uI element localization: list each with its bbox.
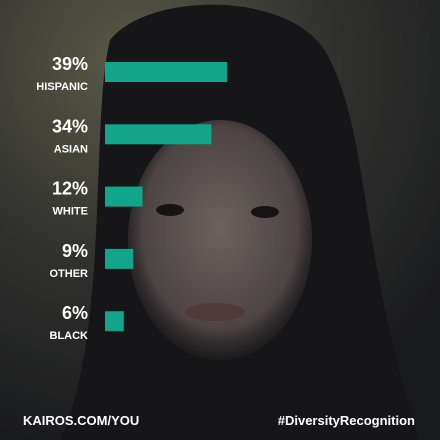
- bar: [105, 124, 212, 145]
- category-label: ASIAN: [54, 143, 88, 155]
- eye: [156, 204, 184, 216]
- face: [128, 120, 312, 360]
- category-label: OTHER: [50, 268, 89, 280]
- footer-left: KAIROS.COM/YOU: [23, 413, 139, 428]
- value-label: 6%: [62, 303, 88, 323]
- value-label: 34%: [52, 116, 88, 136]
- bar: [105, 311, 124, 332]
- category-label: BLACK: [50, 330, 89, 342]
- bar: [105, 186, 143, 207]
- category-label: WHITE: [53, 206, 88, 218]
- bar: [105, 248, 134, 269]
- value-label: 39%: [52, 54, 88, 74]
- mouth: [185, 303, 245, 321]
- eye: [251, 206, 279, 218]
- bar: [105, 62, 228, 82]
- value-label: 12%: [52, 179, 88, 199]
- category-label: HISPANIC: [36, 81, 88, 93]
- value-label: 9%: [62, 241, 88, 261]
- footer-right: #DiversityRecognition: [278, 413, 415, 428]
